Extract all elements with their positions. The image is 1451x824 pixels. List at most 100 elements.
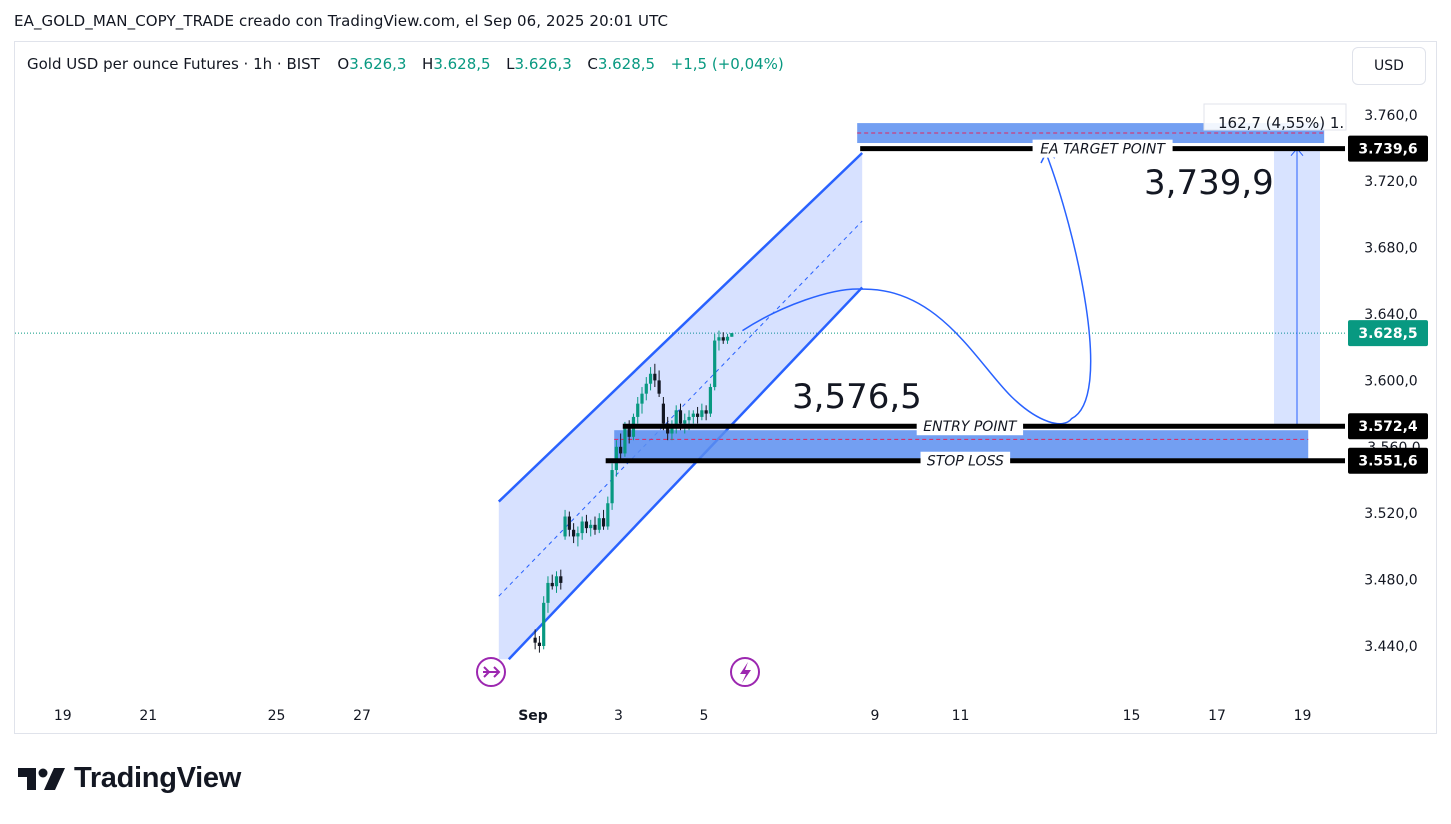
time-tick-label: 19 (1294, 708, 1312, 724)
candle-body (653, 373, 657, 381)
candle-body (717, 337, 721, 341)
time-tick-label: 17 (1208, 708, 1226, 724)
candle-body (721, 337, 725, 341)
entry-annotation[interactable]: 3,576,5 (792, 377, 922, 417)
candle-body (695, 413, 700, 417)
candle-body (542, 602, 546, 646)
candle-body (623, 428, 627, 454)
candle-body (546, 582, 550, 603)
tradingview-logo[interactable]: TradingView (18, 762, 241, 795)
candle-body (576, 533, 580, 537)
candle-body (674, 410, 678, 427)
snapshot-caption: EA_GOLD_MAN_COPY_TRADE creado con Tradin… (14, 12, 669, 30)
close-value: 3.628,5 (597, 55, 656, 73)
candle-body (670, 426, 674, 434)
candle-body (580, 521, 584, 534)
level-label: STOP LOSS (927, 454, 1004, 470)
price-tag-label: 3.572,4 (1358, 419, 1418, 435)
price-tick-label: 3.760,0 (1364, 108, 1417, 124)
price-tag[interactable] (1348, 135, 1428, 162)
price-tick-label: 3.440,0 (1364, 639, 1417, 655)
price-tick-label: 3.480,0 (1364, 573, 1417, 589)
candle-body (550, 582, 554, 587)
candle-body (606, 503, 610, 527)
time-tick-label: 25 (268, 708, 286, 724)
time-tick-label: 11 (952, 708, 970, 724)
candle-body (593, 524, 597, 530)
price-tag[interactable] (1348, 413, 1428, 440)
high-value: 3.628,5 (433, 55, 491, 73)
price-tick-label: 3.680,0 (1364, 241, 1417, 257)
symbol-legend: Gold USD per ounce Futures · 1h · BIST O… (27, 55, 784, 73)
level-label-bg (1032, 139, 1173, 158)
candle-body (589, 524, 593, 529)
measure-label-box (1203, 103, 1347, 131)
price-axis[interactable]: 3.560,03.440,03.480,03.520,03.600,03.640… (1348, 108, 1428, 655)
parallel-channel-lower[interactable] (507, 286, 864, 661)
tradingview-logo-text: TradingView (74, 762, 241, 794)
change-value: +1,5 (+0,04%) (670, 55, 784, 73)
candle-body (584, 521, 589, 529)
time-tick-label: Sep (518, 708, 548, 724)
candle-body (636, 403, 640, 417)
candle-body (730, 333, 734, 337)
symbol-name[interactable]: Gold USD per ounce Futures · 1h · BIST (27, 55, 320, 73)
level-label: EA TARGET POINT (1040, 142, 1166, 158)
candle-body (597, 518, 601, 530)
currency-button[interactable]: USD (1352, 47, 1426, 85)
candle-body (554, 576, 559, 587)
candle-body (572, 529, 576, 537)
dividend-event-icon[interactable] (476, 657, 506, 687)
candle-body (708, 387, 713, 414)
price-tick-label: 3.640,0 (1364, 307, 1417, 323)
candle-body (619, 446, 623, 454)
high-label: H (422, 55, 434, 73)
candle-body (687, 416, 691, 421)
candle-body (563, 516, 567, 537)
candle-body (567, 516, 571, 530)
measure-label: 162,7 (4,55%) 1. (1218, 114, 1344, 132)
price-tick-label: 3.520,0 (1364, 506, 1417, 522)
price-tag-label: 3.628,5 (1358, 326, 1417, 342)
low-label: L (506, 55, 515, 73)
price-tag[interactable] (1348, 320, 1428, 347)
tradingview-logo-icon (18, 767, 65, 790)
time-tick-label: 9 (871, 708, 880, 724)
open-value: 3.626,3 (349, 55, 407, 73)
open-label: O (337, 55, 350, 73)
candle-body (691, 413, 695, 417)
candle-body (640, 393, 644, 404)
chart-frame (14, 41, 1437, 734)
price-tag[interactable] (1348, 447, 1428, 474)
candle-body (704, 410, 708, 414)
candle-body (644, 383, 648, 394)
candle-body (661, 403, 665, 424)
candle-body (648, 373, 653, 384)
candle-body (700, 410, 704, 417)
candle-body (537, 642, 542, 646)
candle-body (683, 420, 687, 424)
candle-body (533, 637, 537, 643)
price-tick-label: 3.600,0 (1364, 373, 1417, 389)
target-annotation[interactable]: 3,739,9 (1144, 163, 1274, 203)
candle-body (610, 470, 614, 504)
candle-body (559, 576, 563, 583)
time-tick-label: 5 (700, 708, 709, 724)
time-tick-label: 21 (139, 708, 157, 724)
parallel-channel-upper[interactable] (497, 152, 864, 503)
price-tag-label: 3.551,6 (1358, 454, 1417, 470)
level-label: ENTRY POINT (923, 419, 1018, 435)
candle-body (713, 340, 717, 388)
candle-body (601, 518, 606, 527)
price-tag-label: 3.739,6 (1358, 142, 1417, 158)
price-tick-label: 3.720,0 (1364, 174, 1417, 190)
low-value: 3.626,3 (514, 55, 572, 73)
flash-event-icon[interactable] (730, 657, 760, 687)
level-label-bg (916, 417, 1024, 436)
time-axis[interactable]: 1519212527Sep359111517192325 (0, 708, 1451, 724)
time-tick-label: 15 (1123, 708, 1141, 724)
candle-body (678, 410, 683, 424)
time-tick-label: 27 (353, 708, 371, 724)
projected-path-curve[interactable] (742, 152, 1092, 425)
